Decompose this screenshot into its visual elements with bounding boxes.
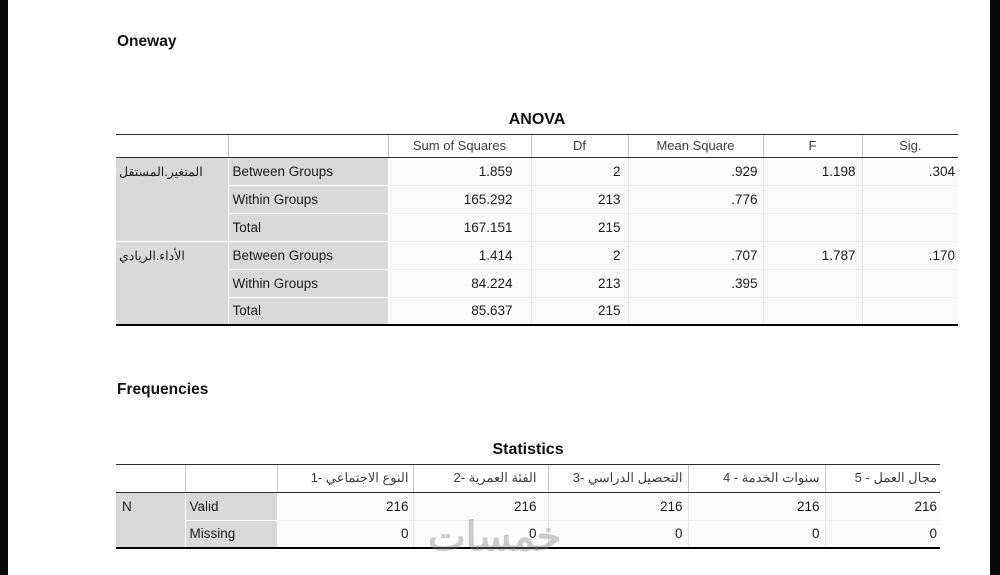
anova-column-header: F bbox=[763, 134, 863, 158]
statistics-title-row: Statistics bbox=[116, 436, 941, 465]
anova-table-row: الأداء.الريادي Between Groups 1.414 2 .7… bbox=[116, 241, 959, 326]
anova-group-label: Total bbox=[228, 297, 389, 326]
statistics-header-spacer bbox=[116, 464, 186, 493]
anova-table-row: Within Groups 84.224 213 .395 bbox=[116, 269, 959, 298]
statistics-column-header: 2- الفئة العمرية bbox=[413, 464, 549, 493]
anova-value-cell: .929 bbox=[628, 157, 764, 186]
anova-value-cell: 215 bbox=[531, 213, 629, 242]
anova-value-cell: 85.637 bbox=[388, 297, 532, 326]
anova-value-cell bbox=[763, 213, 863, 242]
anova-group-label: Within Groups bbox=[228, 269, 389, 298]
anova-value-cell: .304 bbox=[862, 157, 959, 186]
anova-title: ANOVA bbox=[116, 106, 959, 135]
anova-column-header: Sig. bbox=[862, 134, 959, 158]
statistics-value-cell: 0 bbox=[688, 520, 826, 549]
anova-value-cell: 167.151 bbox=[388, 213, 532, 242]
statistics-table-row: N Valid 216 216 216 216 216 bbox=[116, 492, 941, 549]
anova-value-cell: 165.292 bbox=[388, 185, 532, 214]
statistics-value-cell: 216 bbox=[688, 492, 826, 521]
anova-value-cell bbox=[763, 185, 863, 214]
statistics-value-cell: 216 bbox=[277, 492, 414, 521]
anova-header-spacer bbox=[116, 134, 229, 158]
viewer-right-edge-bar bbox=[990, 0, 1000, 575]
anova-value-cell bbox=[763, 297, 863, 326]
anova-value-cell: .776 bbox=[628, 185, 764, 214]
anova-group-label: Between Groups bbox=[228, 241, 389, 270]
anova-header-row: Sum of Squares Df Mean Square F Sig. bbox=[116, 134, 959, 158]
anova-value-cell: 215 bbox=[531, 297, 629, 326]
anova-value-cell: .395 bbox=[628, 269, 764, 298]
anova-value-cell: 84.224 bbox=[388, 269, 532, 298]
statistics-row-header: N bbox=[116, 492, 186, 549]
anova-value-cell: 1.859 bbox=[388, 157, 532, 186]
statistics-table-row: Missing 0 0 0 0 0 bbox=[116, 520, 941, 549]
statistics-value-cell: 0 bbox=[413, 520, 549, 549]
anova-title-row: ANOVA bbox=[116, 106, 959, 135]
anova-group-label: Between Groups bbox=[228, 157, 389, 186]
anova-value-cell bbox=[862, 269, 959, 298]
anova-value-cell: .707 bbox=[628, 241, 764, 270]
document-page: Oneway ANOVA Sum of Squares Df Mean Squa… bbox=[8, 0, 990, 575]
oneway-heading: Oneway bbox=[117, 33, 177, 50]
anova-value-cell bbox=[628, 213, 764, 242]
anova-table-row: Total 167.151 215 bbox=[116, 213, 959, 242]
statistics-value-cell: 0 bbox=[548, 520, 689, 549]
statistics-column-header: 1- النوع الاجتماعي bbox=[277, 464, 414, 493]
anova-table: ANOVA Sum of Squares Df Mean Square F Si… bbox=[116, 106, 959, 326]
anova-table-row: المتغير.المستقل Between Groups 1.859 2 .… bbox=[116, 157, 959, 242]
statistics-value-cell: 216 bbox=[413, 492, 549, 521]
anova-group-label: Within Groups bbox=[228, 185, 389, 214]
anova-column-header: Df bbox=[531, 134, 629, 158]
statistics-header-row: 1- النوع الاجتماعي 2- الفئة العمرية 3- ا… bbox=[116, 464, 941, 493]
anova-value-cell: 213 bbox=[531, 269, 629, 298]
anova-column-header: Sum of Squares bbox=[388, 134, 532, 158]
anova-value-cell: 1.787 bbox=[763, 241, 863, 270]
frequencies-heading: Frequencies bbox=[117, 381, 209, 398]
anova-column-header: Mean Square bbox=[628, 134, 764, 158]
statistics-row-label: Missing bbox=[185, 520, 278, 549]
anova-value-cell bbox=[763, 269, 863, 298]
anova-value-cell: .170 bbox=[862, 241, 959, 270]
statistics-header-spacer bbox=[185, 464, 278, 493]
statistics-value-cell: 216 bbox=[825, 492, 941, 521]
khamsat-watermark: خمسات bbox=[428, 515, 562, 559]
anova-value-cell: 2 bbox=[531, 157, 629, 186]
statistics-value-cell: 0 bbox=[277, 520, 414, 549]
statistics-value-cell: 216 bbox=[548, 492, 689, 521]
anova-value-cell bbox=[628, 297, 764, 326]
viewer-left-edge-bar bbox=[0, 0, 8, 575]
anova-value-cell: 213 bbox=[531, 185, 629, 214]
anova-table-row: Total 85.637 215 bbox=[116, 297, 959, 326]
statistics-column-header: 4 - سنوات الخدمة bbox=[688, 464, 826, 493]
anova-value-cell: 1.198 bbox=[763, 157, 863, 186]
anova-value-cell: 1.414 bbox=[388, 241, 532, 270]
anova-value-cell bbox=[862, 297, 959, 326]
anova-group-label: Total bbox=[228, 213, 389, 242]
anova-var-label: الأداء.الريادي bbox=[116, 241, 229, 326]
anova-table-row: Within Groups 165.292 213 .776 bbox=[116, 185, 959, 214]
statistics-row-label: Valid bbox=[185, 492, 278, 521]
statistics-column-header: 5 - مجال العمل bbox=[825, 464, 941, 493]
anova-value-cell bbox=[862, 185, 959, 214]
anova-value-cell bbox=[862, 213, 959, 242]
statistics-table: Statistics 1- النوع الاجتماعي 2- الفئة ا… bbox=[116, 436, 941, 549]
statistics-column-header: 3- التحصيل الدراسي bbox=[548, 464, 689, 493]
anova-header-spacer bbox=[228, 134, 389, 158]
statistics-title: Statistics bbox=[116, 436, 941, 465]
statistics-value-cell: 0 bbox=[825, 520, 941, 549]
anova-value-cell: 2 bbox=[531, 241, 629, 270]
anova-var-label: المتغير.المستقل bbox=[116, 157, 229, 242]
